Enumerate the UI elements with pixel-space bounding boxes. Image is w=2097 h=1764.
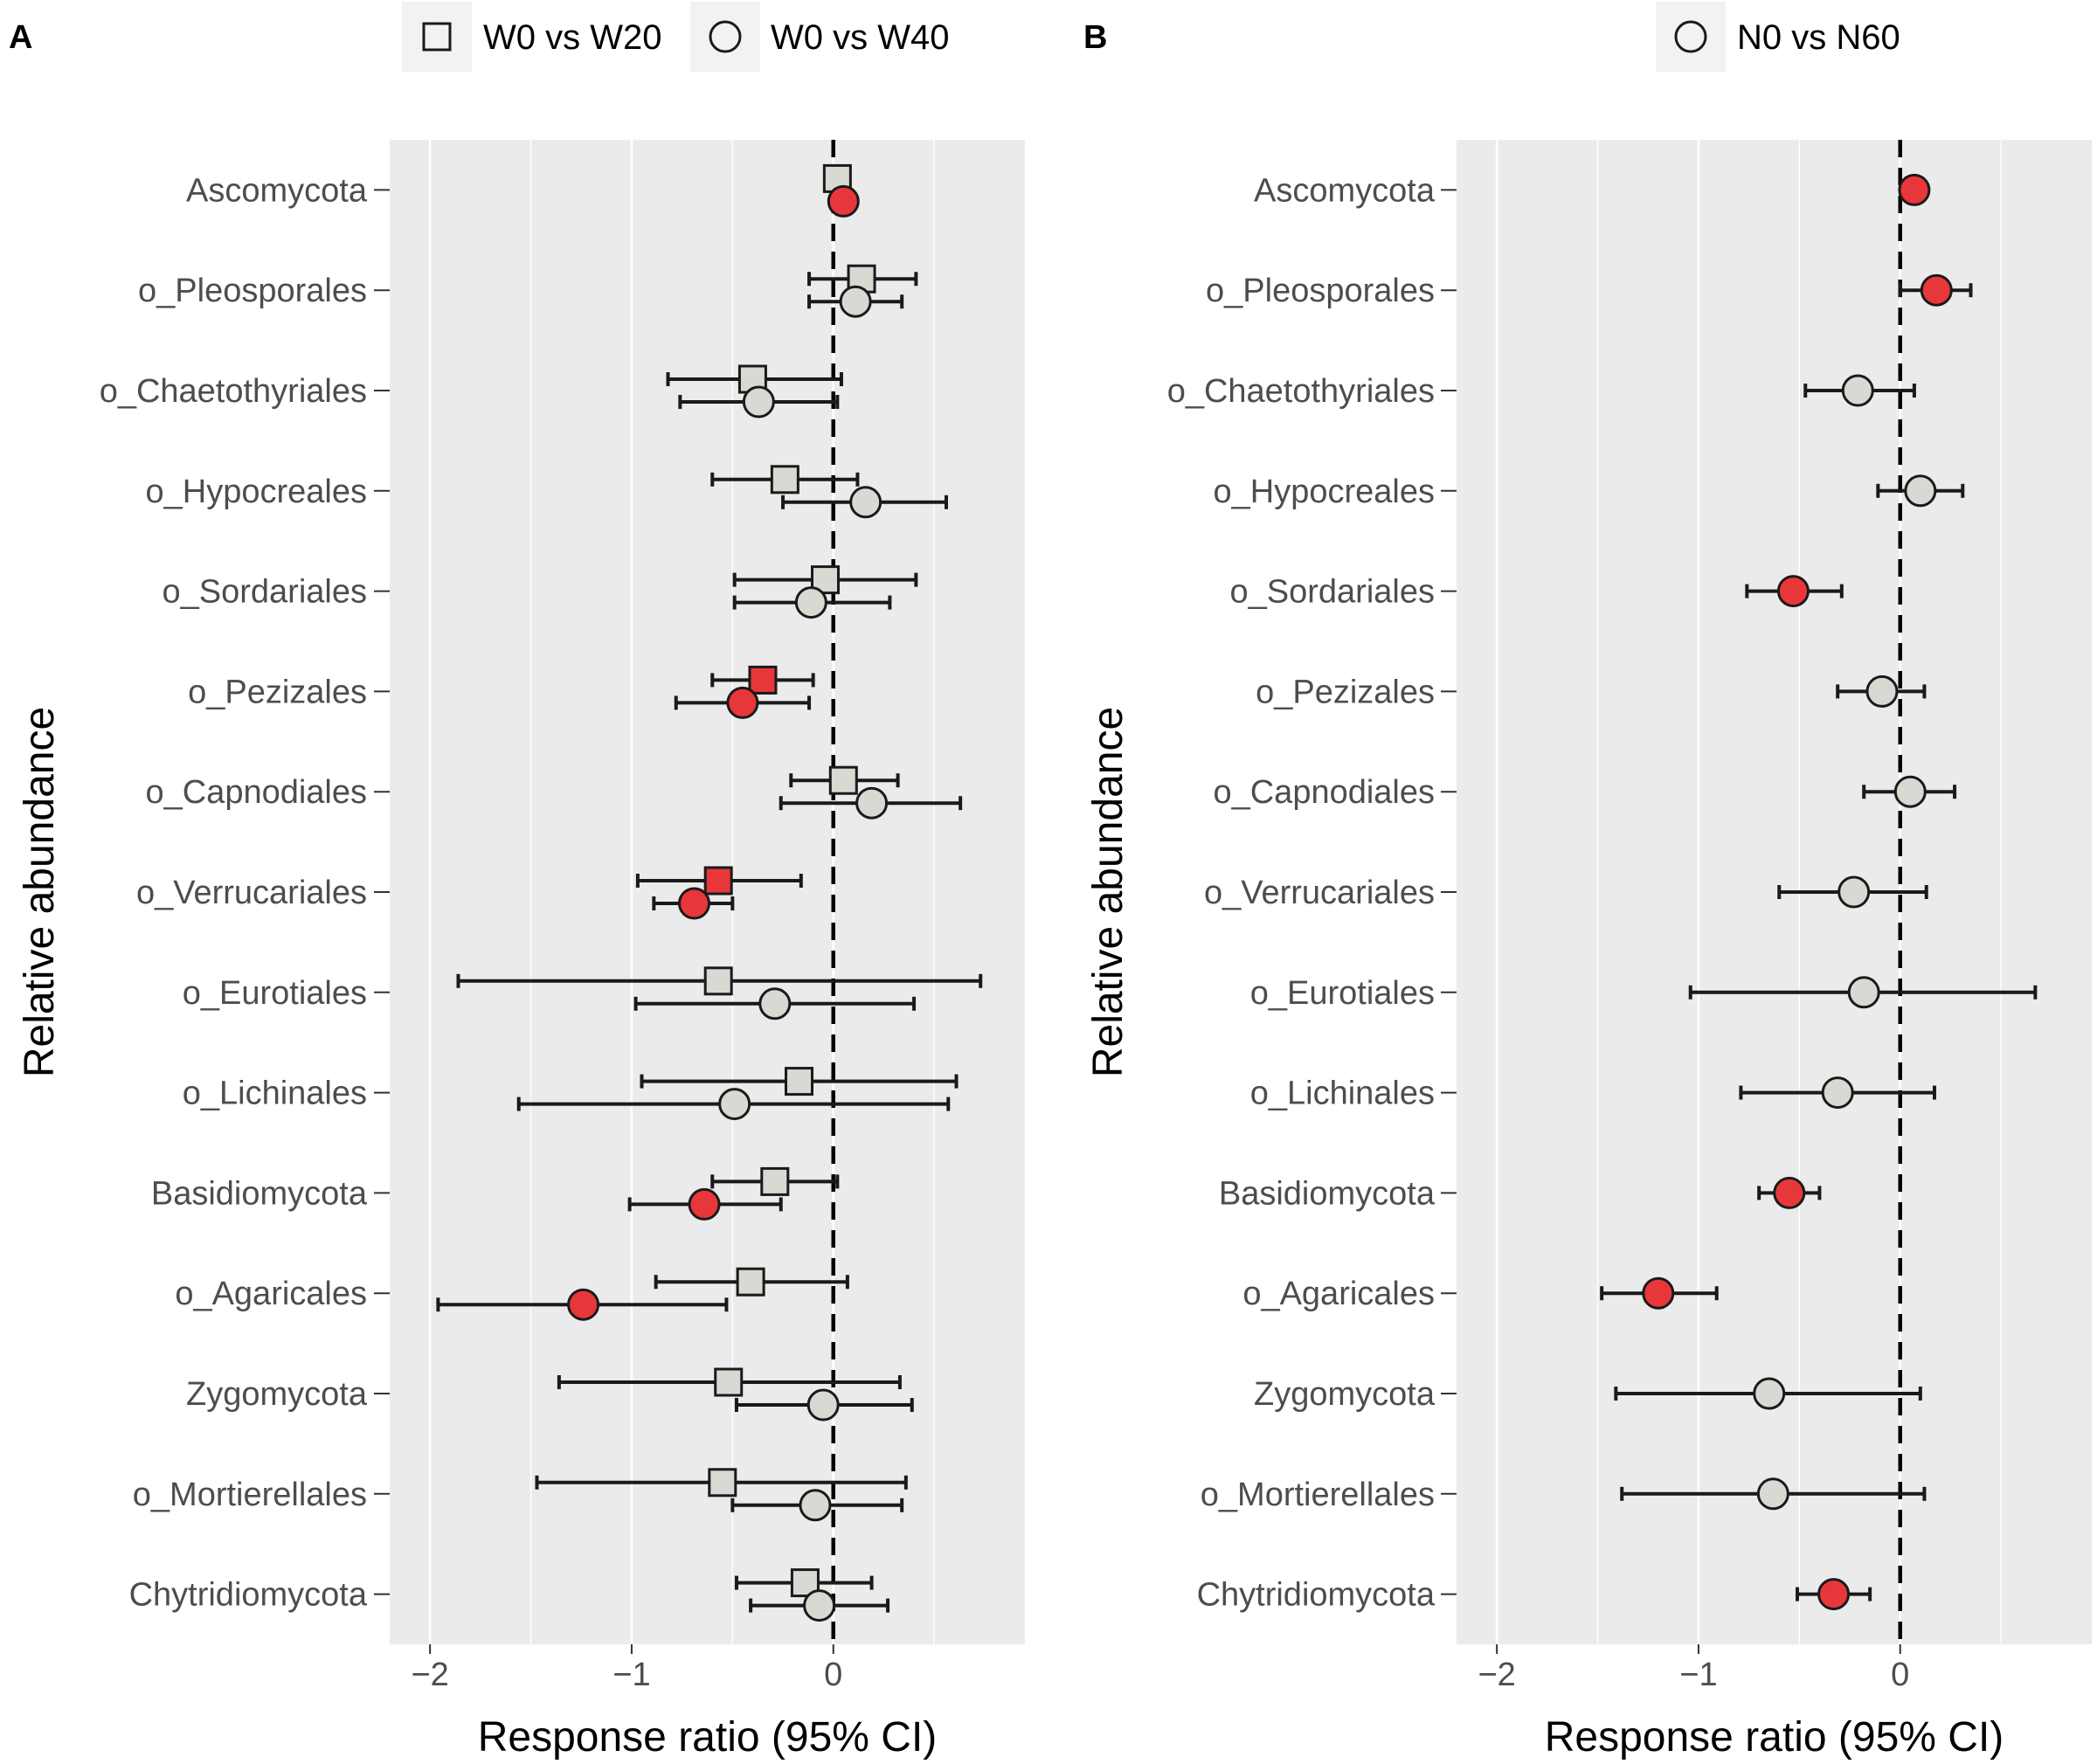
circle-point [1920, 273, 1953, 307]
circle-point [1821, 1076, 1854, 1110]
category-label: o_Chaetothyriales [1167, 373, 1435, 410]
circle-point [567, 1288, 600, 1321]
circle-point [839, 285, 872, 318]
circle-point [1893, 775, 1927, 808]
category-label: o_Mortierellales [1201, 1477, 1435, 1513]
category-label: o_Agaricales [1242, 1276, 1435, 1312]
circle-point [806, 1388, 840, 1422]
category-label: Basidiomycota [151, 1175, 368, 1212]
category-label: o_Pezizales [188, 674, 367, 710]
category-label: Zygomycota [1254, 1376, 1436, 1413]
x-tick-label: −2 [411, 1657, 448, 1693]
category-label: o_Capnodiales [145, 774, 367, 811]
x-tick-label: −2 [1478, 1657, 1515, 1693]
circle-point [688, 1187, 721, 1221]
circle-point [1642, 1276, 1675, 1310]
category-label: Ascomycota [186, 172, 368, 209]
legend-key-background [1656, 2, 1726, 72]
circle-point [855, 786, 889, 820]
square-point [770, 465, 799, 495]
square-point [703, 966, 733, 996]
circle-point [803, 1589, 836, 1622]
square-point [703, 866, 733, 896]
category-label: o_Pezizales [1256, 674, 1435, 710]
square-point [748, 665, 778, 695]
category-label: Ascomycota [1254, 172, 1436, 209]
plot-background [1457, 140, 2092, 1644]
panel-b: −2 −1 0 Ascomycota o_Pleosporales o_Chaetothy… [1083, 2, 2092, 1761]
legend-label: W0 vs W20 [483, 18, 661, 57]
y-axis-title: Relative abundance [1085, 707, 1132, 1077]
circle-point [758, 987, 792, 1020]
circle-point [849, 486, 882, 519]
category-label: o_Verrucariales [136, 875, 367, 911]
category-label: o_Eurotiales [183, 975, 367, 1012]
circle-point [718, 1088, 751, 1121]
legend-key-background [690, 2, 760, 72]
category-label: o_Mortierellales [133, 1477, 367, 1513]
circle-point [1753, 1377, 1786, 1410]
category-label: o_Sordariales [163, 574, 367, 611]
x-tick-label: −1 [612, 1657, 650, 1693]
legend-circle-icon [709, 20, 742, 53]
category-label: o_Eurotiales [1250, 975, 1435, 1012]
circle-point [827, 184, 860, 218]
circle-point [1865, 674, 1899, 708]
circle-point [1773, 1176, 1806, 1209]
circle-point [1837, 875, 1871, 909]
circle-point [1817, 1578, 1851, 1611]
circle-point [1904, 474, 1937, 508]
square-point [828, 765, 858, 795]
circle-point [1776, 575, 1810, 608]
category-label: o_Hypocreales [146, 474, 367, 510]
x-axis-title: Response ratio (95% CI) [478, 1714, 938, 1761]
x-tick-label: 0 [1891, 1657, 1909, 1693]
square-point [760, 1166, 790, 1196]
x-axis-title: Response ratio (95% CI) [1545, 1714, 2004, 1761]
circle-point [799, 1489, 832, 1522]
circle-point [1756, 1477, 1789, 1511]
circle-point [677, 887, 710, 920]
panel-a: −2 −1 0 Ascomycota o_Pleosporales o_Chaetothy… [9, 2, 1025, 1761]
circle-point [726, 686, 759, 719]
legend-circle-icon [1674, 20, 1707, 53]
circle-point [1847, 976, 1880, 1009]
category-label: o_Agaricales [175, 1276, 367, 1312]
panel-letter: A [9, 19, 32, 56]
circle-point [1898, 173, 1931, 206]
category-label: o_Hypocreales [1214, 474, 1435, 510]
category-label: Basidiomycota [1219, 1175, 1436, 1212]
panel-letter: B [1083, 19, 1107, 56]
category-label: o_Chaetothyriales [100, 373, 367, 410]
category-label: o_Pleosporales [138, 273, 367, 309]
category-label: o_Sordariales [1230, 574, 1435, 611]
category-label: o_Lichinales [183, 1076, 367, 1112]
legend-square-icon [422, 22, 452, 52]
legend-key-background [402, 2, 472, 72]
category-label: o_Pleosporales [1206, 273, 1435, 309]
circle-point [794, 586, 827, 619]
circle-point [742, 385, 775, 419]
category-label: o_Capnodiales [1213, 774, 1435, 811]
category-label: Zygomycota [186, 1376, 368, 1413]
square-point [714, 1367, 744, 1397]
x-tick-label: 0 [824, 1657, 842, 1693]
category-label: Chytridiomycota [129, 1577, 368, 1614]
category-label: o_Lichinales [1250, 1076, 1435, 1112]
category-label: Chytridiomycota [1197, 1577, 1436, 1614]
legend-label: W0 vs W40 [771, 18, 949, 57]
square-point [736, 1267, 765, 1297]
square-point [785, 1067, 814, 1096]
square-point [708, 1468, 737, 1498]
y-axis-title: Relative abundance [17, 707, 63, 1077]
legend-label: N0 vs N60 [1737, 18, 1900, 57]
circle-point [1841, 374, 1874, 407]
x-tick-label: −1 [1679, 1657, 1717, 1693]
category-label: o_Verrucariales [1204, 875, 1435, 911]
